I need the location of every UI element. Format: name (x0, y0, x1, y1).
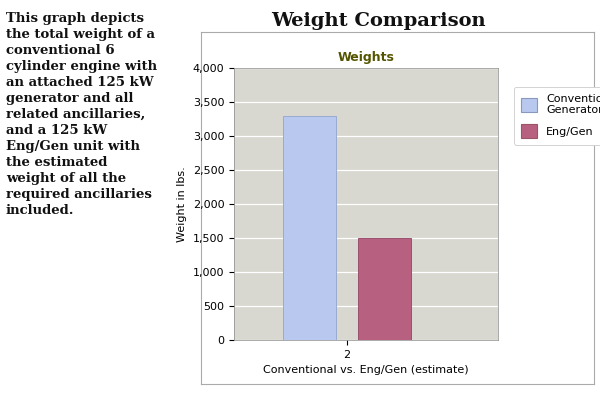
Text: Weight Comparison: Weight Comparison (271, 12, 485, 30)
Bar (283, 116, 336, 340)
Text: This graph depicts
the total weight of a
conventional 6
cylinder engine with
an : This graph depicts the total weight of a… (6, 12, 157, 217)
Title: Weights: Weights (338, 51, 394, 64)
Legend: Conventional
Generator, Eng/Gen: Conventional Generator, Eng/Gen (514, 87, 600, 144)
Y-axis label: Weight in lbs.: Weight in lbs. (177, 166, 187, 242)
Bar (358, 238, 411, 340)
X-axis label: Conventional vs. Eng/Gen (estimate): Conventional vs. Eng/Gen (estimate) (263, 365, 469, 375)
